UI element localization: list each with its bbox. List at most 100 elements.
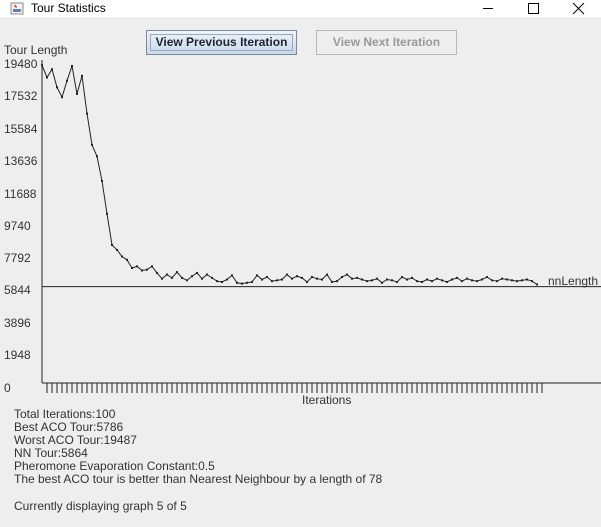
data-point (206, 273, 208, 276)
comparison-text: The best ACO tour is better than Nearest… (14, 472, 383, 486)
data-point (71, 64, 73, 67)
data-point (326, 273, 328, 276)
view-previous-iteration-button[interactable]: View Previous Iteration (146, 30, 297, 55)
data-point (131, 267, 133, 270)
data-point (331, 280, 333, 283)
data-point (91, 143, 93, 146)
data-point (196, 271, 198, 274)
data-point (151, 265, 153, 268)
data-point (116, 248, 118, 251)
data-point (251, 280, 253, 283)
data-point (301, 276, 303, 279)
data-point (226, 278, 228, 281)
data-point (201, 277, 203, 280)
y-tick-label: 3896 (4, 316, 31, 330)
data-point (451, 278, 453, 281)
data-point (426, 278, 428, 281)
data-point (321, 278, 323, 281)
data-point (401, 276, 403, 279)
data-point (351, 277, 353, 280)
title-bar: Tour Statistics (0, 0, 601, 17)
data-point (256, 274, 258, 277)
y-tick-label: 1948 (4, 348, 31, 362)
data-point (521, 279, 523, 282)
data-point (261, 278, 263, 281)
y-tick-label: 11688 (4, 187, 37, 201)
data-point (216, 280, 218, 283)
data-point (536, 283, 538, 286)
data-point (236, 281, 238, 284)
data-point (346, 273, 348, 276)
tour-length-series-line (41, 64, 538, 285)
data-point (531, 280, 533, 283)
data-point (286, 273, 288, 276)
total-iterations-text: Total Iterations:100 (14, 407, 116, 421)
statistics-panel: Total Iterations:100 Best ACO Tour:5786 … (14, 408, 382, 486)
data-point (266, 276, 268, 279)
view-previous-iteration-label: View Previous Iteration (155, 35, 288, 49)
x-axis-title: Iterations (302, 393, 352, 407)
data-point (61, 96, 63, 99)
view-next-iteration-button[interactable]: View Next Iteration (316, 30, 457, 55)
data-point (486, 276, 488, 279)
y-tick-label: 19480 (4, 57, 38, 71)
data-point (391, 279, 393, 282)
data-point (416, 280, 418, 283)
data-point (211, 276, 213, 279)
data-point (101, 179, 103, 182)
data-point (431, 280, 433, 283)
data-point (86, 112, 88, 115)
data-point (141, 269, 143, 272)
data-point (496, 280, 498, 283)
data-point (396, 280, 398, 283)
java-cup-icon (10, 2, 24, 15)
data-point (276, 279, 278, 282)
minimize-icon[interactable] (466, 0, 510, 17)
data-point (386, 278, 388, 281)
data-point (281, 278, 283, 281)
data-point (491, 279, 493, 282)
data-point (376, 277, 378, 280)
y-axis-title: Tour Length (4, 43, 68, 57)
data-point (146, 268, 148, 271)
data-point (316, 277, 318, 280)
y-tick-label: 15584 (4, 122, 38, 136)
data-point (126, 258, 128, 261)
data-point (66, 79, 68, 82)
data-point (381, 281, 383, 284)
data-point (76, 92, 78, 95)
data-point (96, 155, 98, 158)
maximize-icon[interactable] (511, 0, 555, 17)
data-point (41, 64, 43, 67)
data-point (271, 280, 273, 283)
data-point (466, 277, 468, 280)
data-point (336, 280, 338, 283)
y-tick-label: 7792 (4, 251, 31, 265)
data-point (156, 271, 158, 274)
data-point (446, 280, 448, 283)
data-point (501, 277, 503, 280)
data-point (161, 277, 163, 280)
y-tick-label: 13636 (4, 154, 38, 168)
data-point (461, 280, 463, 283)
data-point (106, 212, 108, 215)
data-point (221, 280, 223, 283)
close-icon[interactable] (556, 0, 600, 17)
y-tick-label: 5844 (4, 283, 31, 297)
data-point (296, 275, 298, 278)
data-point (506, 278, 508, 281)
data-point (341, 276, 343, 279)
data-point (476, 280, 478, 283)
view-next-iteration-label: View Next Iteration (332, 35, 441, 49)
data-point (171, 276, 173, 279)
y-tick-label: 0 (4, 381, 11, 395)
data-point (371, 279, 373, 282)
data-point (111, 244, 113, 247)
data-point (136, 265, 138, 268)
window-title: Tour Statistics (31, 1, 106, 15)
data-point (356, 276, 358, 279)
data-point (481, 278, 483, 281)
data-point (441, 279, 443, 282)
